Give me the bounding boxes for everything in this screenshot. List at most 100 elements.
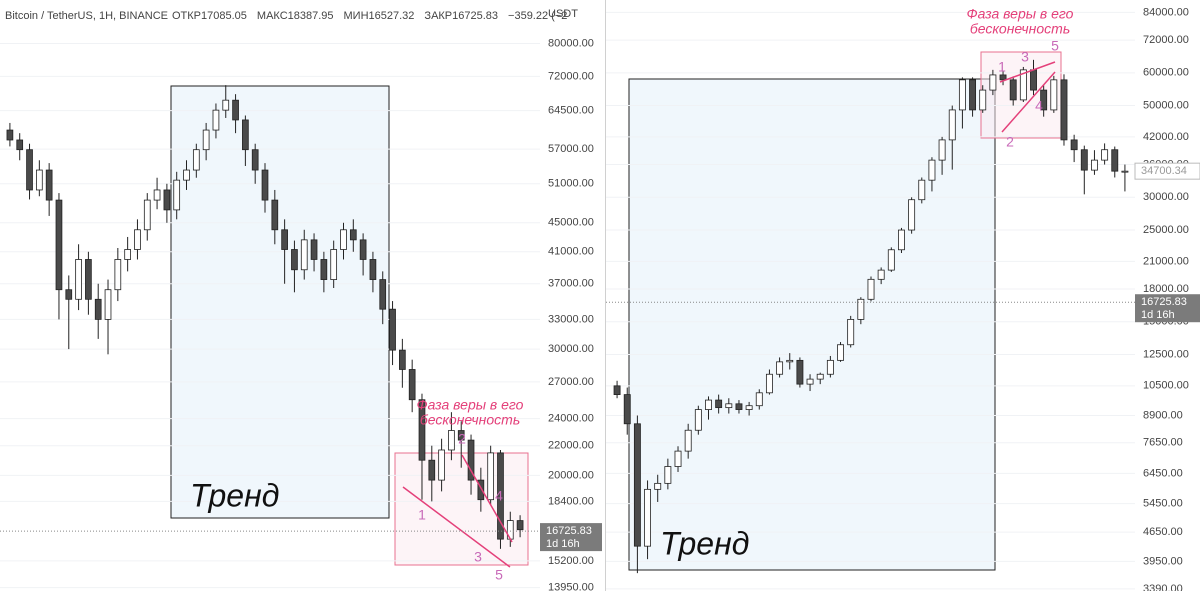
trend-box xyxy=(170,85,390,519)
candle-body xyxy=(173,179,181,211)
candle-body xyxy=(6,129,14,141)
unit-label: USDT xyxy=(548,8,578,20)
candle-body xyxy=(1019,69,1027,101)
y-tick-label: 12500.00 xyxy=(1143,348,1189,360)
candle-body xyxy=(192,149,200,171)
candle-body xyxy=(202,129,210,151)
y-tick-label: 18000.00 xyxy=(1143,283,1189,295)
y-tick-label: 57000.00 xyxy=(548,143,594,155)
candle-body xyxy=(847,319,855,346)
candle-body xyxy=(644,488,651,547)
candle-body xyxy=(55,199,63,291)
candle-body xyxy=(979,89,987,111)
candle-body xyxy=(1091,159,1098,171)
plot-layer xyxy=(0,11,1135,590)
candle-body xyxy=(124,249,131,260)
y-tick-label: 30000.00 xyxy=(548,343,594,355)
candle-body xyxy=(487,452,495,501)
candle-body xyxy=(826,359,834,375)
candle-body xyxy=(745,405,753,410)
candle-body xyxy=(26,149,33,191)
candle-body xyxy=(261,169,269,201)
y-tick-label: 22000.00 xyxy=(548,440,594,452)
candle-body xyxy=(242,119,249,151)
candle-body xyxy=(654,482,662,490)
candle-body xyxy=(1111,149,1119,172)
phase-box xyxy=(394,452,529,566)
y-tick-label: 84000.00 xyxy=(1143,6,1189,18)
candle-body xyxy=(408,369,416,401)
phase-label: бесконечность xyxy=(420,412,520,428)
y-tick-label: 27000.00 xyxy=(548,376,594,388)
candle-body xyxy=(143,199,151,231)
y-tick-label: 21000.00 xyxy=(1143,255,1189,267)
candle-body xyxy=(222,99,230,111)
y-tick-label: 41000.00 xyxy=(548,246,594,258)
wave-label: 5 xyxy=(495,567,503,583)
candle-body xyxy=(1040,89,1048,111)
candle-body xyxy=(1030,69,1037,91)
candle-body xyxy=(684,429,692,452)
candle-body xyxy=(212,109,220,131)
candle-body xyxy=(359,239,367,260)
ohlc-header: ОТКР17085.05 xyxy=(172,10,247,22)
wave-label: 5 xyxy=(1051,38,1059,54)
candle-body xyxy=(948,109,956,141)
y-tick-label: 24000.00 xyxy=(548,413,594,425)
wave-label: 4 xyxy=(1035,98,1043,114)
y-tick-label: 15200.00 xyxy=(548,555,594,567)
candle-body xyxy=(497,452,504,540)
candle-body xyxy=(938,139,946,161)
candle-body xyxy=(104,289,112,320)
y-tick-label: 3390.00 xyxy=(1143,583,1183,591)
candle-body xyxy=(428,459,436,481)
y-tick-label: 5450.00 xyxy=(1143,498,1183,510)
candle-body xyxy=(232,99,239,121)
last-price-label: 16725.83 xyxy=(546,525,592,537)
candle-body xyxy=(153,189,161,201)
y-tick-label: 64500.00 xyxy=(548,105,594,117)
y-tick-label: 42000.00 xyxy=(1143,131,1189,143)
candle-body xyxy=(448,430,455,451)
candle-body xyxy=(379,279,387,310)
candle-body xyxy=(908,199,916,231)
y-tick-label: 13950.00 xyxy=(548,582,594,591)
trend-label: Тренд xyxy=(190,477,279,513)
candle-body xyxy=(349,229,357,241)
wave-label: 1 xyxy=(998,59,1006,75)
candle-body xyxy=(516,520,524,531)
candle-body xyxy=(674,450,682,467)
candle-body xyxy=(664,466,672,484)
candle-body xyxy=(271,199,279,231)
candle-body xyxy=(1050,79,1058,111)
candle-body xyxy=(94,298,102,320)
candle-body xyxy=(705,399,712,410)
wave-label: 1 xyxy=(418,507,426,523)
candle-body xyxy=(1009,79,1017,101)
candle-body xyxy=(65,289,73,300)
candle-body xyxy=(1070,139,1078,151)
candle-body xyxy=(1121,170,1129,173)
candle-body xyxy=(35,169,43,191)
candle-body xyxy=(969,79,977,111)
candle-body xyxy=(114,259,122,291)
candle-body xyxy=(477,479,485,501)
y-tick-label: 80000.00 xyxy=(548,37,594,49)
last-price-box xyxy=(1135,294,1200,323)
wave-label: 4 xyxy=(495,488,503,504)
candle-body xyxy=(467,439,475,481)
wave-label: 3 xyxy=(474,549,482,565)
candle-body xyxy=(633,423,641,547)
candle-body xyxy=(776,361,784,375)
phase-label: Фаза веры в его xyxy=(967,6,1074,22)
candle-body xyxy=(857,298,865,320)
candle-body xyxy=(418,399,426,461)
y-tick-label: 45000.00 xyxy=(548,217,594,229)
candle-body xyxy=(251,149,259,171)
candle-body xyxy=(399,349,406,370)
candle-body xyxy=(837,344,844,361)
candle-body xyxy=(867,278,875,300)
candle-body xyxy=(694,409,702,431)
candle-body xyxy=(918,179,926,201)
